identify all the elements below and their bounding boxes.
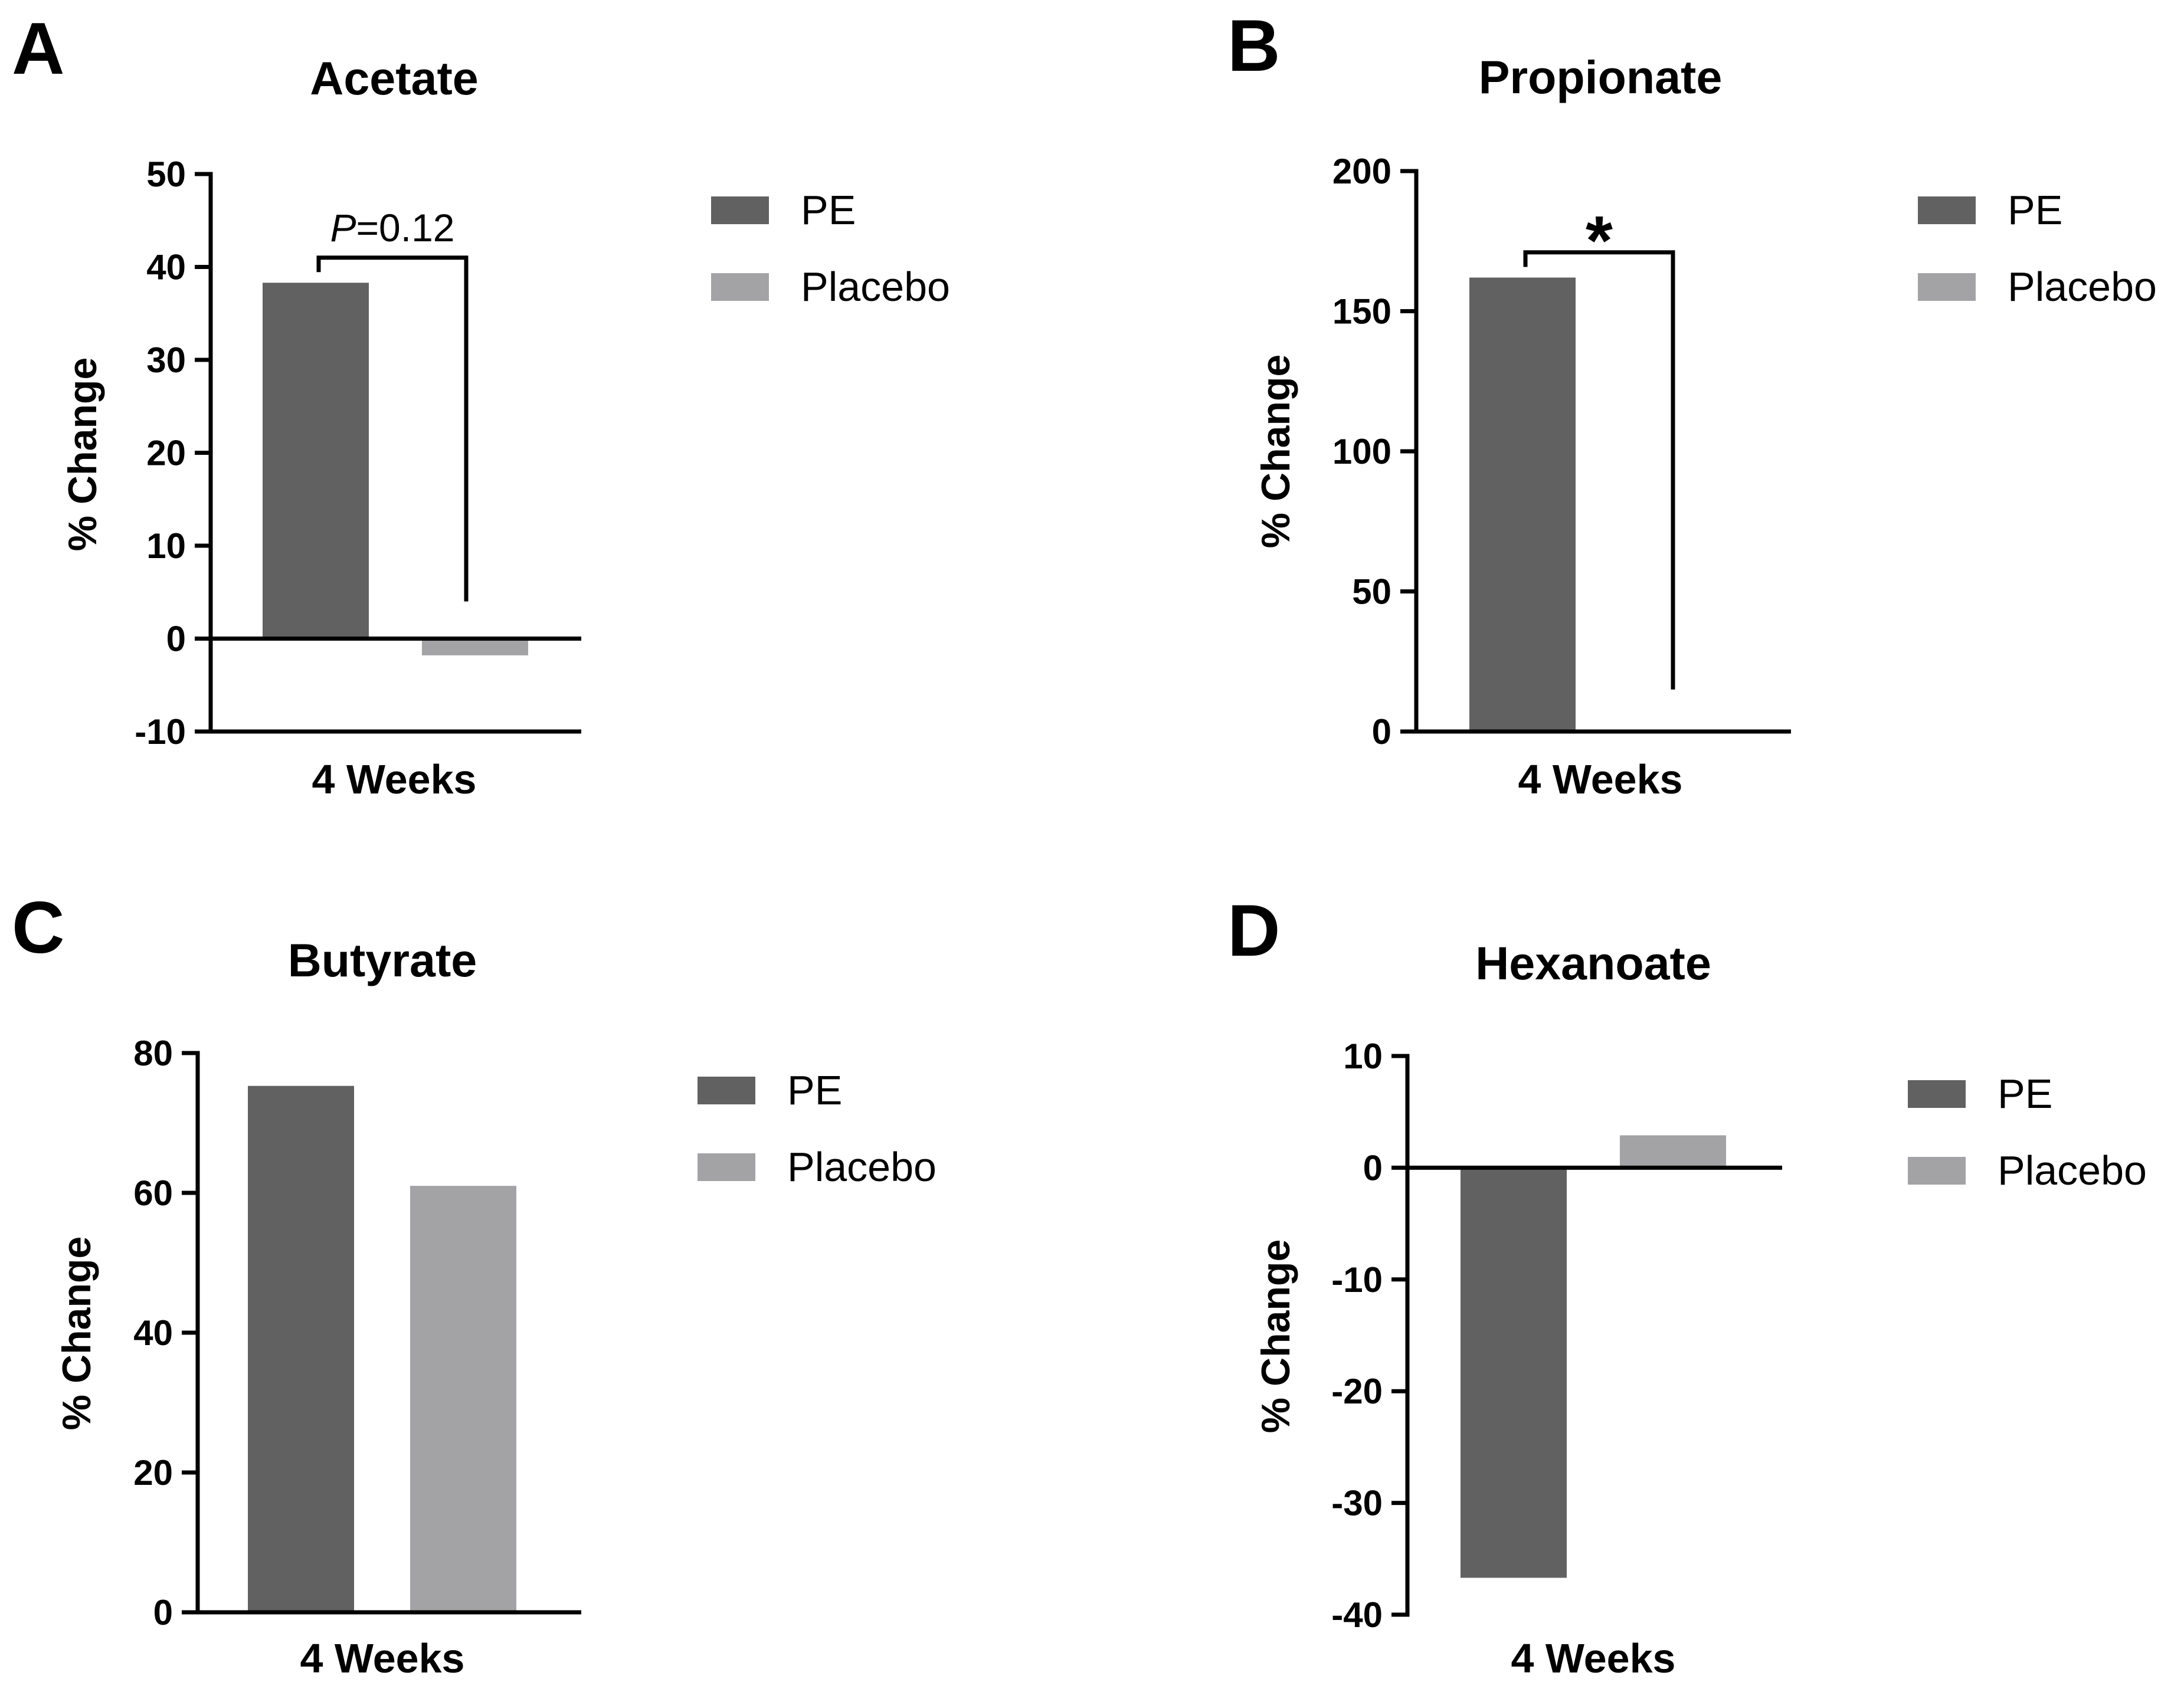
panel-b: B Propionate 0 50 100 150 200 % Change 4 Weeks PE… xyxy=(1227,5,2157,802)
chart-title: Propionate xyxy=(1479,51,1723,103)
legend-swatch-pe xyxy=(698,1077,755,1104)
y-tick-label: -40 xyxy=(1331,1595,1383,1635)
panel-letter: B xyxy=(1227,5,1281,87)
y-tick-label: 200 xyxy=(1332,152,1391,191)
y-axis-label: % Change xyxy=(60,358,105,552)
y-tick-label: -10 xyxy=(1331,1260,1383,1300)
chart-title: Acetate xyxy=(310,52,478,104)
y-axis-label: % Change xyxy=(1253,1239,1298,1434)
y-tick-label: 80 xyxy=(133,1034,173,1073)
y-tick-label: 50 xyxy=(1352,572,1391,612)
y-tick-label: 0 xyxy=(1372,712,1391,752)
legend-label-placebo: Placebo xyxy=(801,264,950,310)
legend-swatch-placebo xyxy=(1918,273,1976,301)
legend-swatch-placebo xyxy=(1908,1157,1966,1185)
legend-swatch-pe xyxy=(711,196,769,224)
y-tick-label: 10 xyxy=(146,526,186,566)
y-tick-label: 30 xyxy=(146,340,186,380)
x-axis-label: 4 Weeks xyxy=(1511,1635,1676,1681)
legend-label-placebo: Placebo xyxy=(2008,264,2157,310)
significance-star: * xyxy=(1586,202,1613,280)
legend-label-pe: PE xyxy=(1998,1071,2052,1117)
legend-swatch-placebo xyxy=(698,1153,755,1181)
y-tick-label: 20 xyxy=(146,434,186,473)
y-tick-label: -30 xyxy=(1331,1484,1383,1523)
legend-label-pe: PE xyxy=(787,1067,842,1113)
y-tick-label: 50 xyxy=(146,155,186,194)
legend-swatch-pe xyxy=(1918,196,1976,224)
panel-d: D Hexanoate -40 -30 -20 -10 0 10 % Change 4 Weeks… xyxy=(1227,890,2147,1681)
significance-bracket xyxy=(316,255,469,602)
bar-pe xyxy=(1461,1167,1567,1578)
bar-pe xyxy=(248,1085,354,1612)
y-axis-label: % Change xyxy=(1253,355,1298,549)
x-axis-label: 4 Weeks xyxy=(1518,756,1683,802)
p-value-annotation: P=0.12 xyxy=(330,206,454,250)
bar-placebo xyxy=(422,638,528,655)
y-tick-label: 0 xyxy=(1363,1148,1383,1188)
y-tick-label: 0 xyxy=(166,619,186,659)
bar-placebo xyxy=(410,1186,516,1612)
x-axis-label: 4 Weeks xyxy=(312,756,477,802)
legend-label-placebo: Placebo xyxy=(787,1144,937,1190)
legend: PE Placebo xyxy=(1918,187,2157,310)
legend: PE Placebo xyxy=(698,1067,937,1190)
legend-label-pe: PE xyxy=(801,187,856,233)
legend-swatch-placebo xyxy=(711,273,769,301)
legend: PE Placebo xyxy=(711,187,950,310)
panel-letter: D xyxy=(1227,890,1281,972)
legend-swatch-pe xyxy=(1908,1080,1966,1108)
legend-label-pe: PE xyxy=(2008,187,2062,233)
chart-title: Butyrate xyxy=(288,934,477,986)
y-tick-label: -20 xyxy=(1331,1372,1383,1411)
bar-pe xyxy=(263,283,369,639)
x-axis-label: 4 Weeks xyxy=(300,1635,465,1681)
panel-letter: C xyxy=(12,887,65,969)
y-tick-label: 150 xyxy=(1332,292,1391,332)
y-tick-label: 10 xyxy=(1343,1037,1383,1076)
chart-title: Hexanoate xyxy=(1475,937,1711,989)
panel-letter: A xyxy=(12,8,65,90)
significance-bracket xyxy=(1523,250,1675,690)
y-tick-label: 60 xyxy=(133,1173,173,1213)
bar-pe xyxy=(1469,277,1576,732)
y-tick-label: 40 xyxy=(146,248,186,287)
legend-label-placebo: Placebo xyxy=(1998,1147,2147,1193)
y-tick-label: 40 xyxy=(133,1313,173,1353)
y-tick-label: 0 xyxy=(153,1593,173,1632)
y-tick-label: 100 xyxy=(1332,432,1391,471)
legend: PE Placebo xyxy=(1908,1071,2147,1193)
panel-c: C Butyrate 0 20 40 60 80 % Change 4 Weeks PE Place… xyxy=(12,887,937,1681)
y-tick-label: 20 xyxy=(133,1453,173,1493)
bar-placebo xyxy=(1620,1135,1726,1168)
y-axis-label: % Change xyxy=(54,1237,99,1431)
y-tick-label: -10 xyxy=(135,712,186,752)
